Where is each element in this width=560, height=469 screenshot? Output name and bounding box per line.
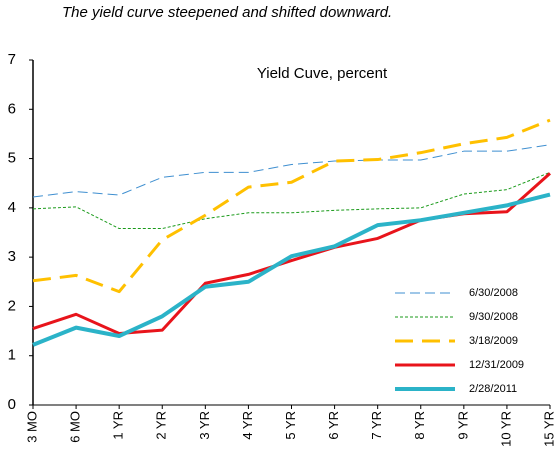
y-tick-label: 7 — [8, 51, 16, 68]
y-tick-label: 3 — [8, 248, 16, 265]
x-tick-label: 5 YR — [283, 411, 298, 440]
x-tick-label: 7 YR — [369, 411, 384, 440]
series-line — [32, 118, 551, 294]
legend-label: 2/28/2011 — [469, 383, 517, 395]
y-tick-label: 1 — [8, 347, 16, 364]
series-line — [32, 172, 551, 336]
x-tick-label: 6 YR — [326, 411, 341, 440]
y-tick-label: 5 — [8, 150, 16, 167]
x-tick-label: 15 YR — [541, 411, 556, 447]
legend-label: 12/31/2009 — [469, 359, 524, 371]
y-tick-label: 2 — [8, 297, 16, 314]
series-line — [32, 171, 551, 230]
x-tick-label: 3 YR — [197, 411, 212, 440]
legend-label: 6/30/2008 — [469, 287, 518, 299]
x-tick-label: 4 YR — [240, 411, 255, 440]
y-tick-label: 6 — [8, 100, 16, 117]
x-tick-label: 9 YR — [455, 411, 470, 440]
chart-title: The yield curve steepened and shifted do… — [62, 4, 392, 21]
chart-subtitle: Yield Cuve, percent — [257, 65, 388, 82]
legend-label: 9/30/2008 — [469, 311, 518, 323]
x-tick-label: 6 MO — [68, 411, 83, 443]
legend-label: 3/18/2009 — [469, 335, 518, 347]
x-tick-label: 1 YR — [111, 411, 126, 440]
series-line — [32, 144, 551, 198]
x-tick-label: 10 YR — [498, 411, 513, 447]
x-tick-label: 2 YR — [154, 411, 169, 440]
x-tick-label: 8 YR — [412, 411, 427, 440]
y-tick-label: 0 — [8, 396, 16, 413]
series-line — [32, 192, 551, 347]
y-tick-label: 4 — [8, 199, 16, 216]
x-tick-label: 3 MO — [24, 411, 39, 443]
